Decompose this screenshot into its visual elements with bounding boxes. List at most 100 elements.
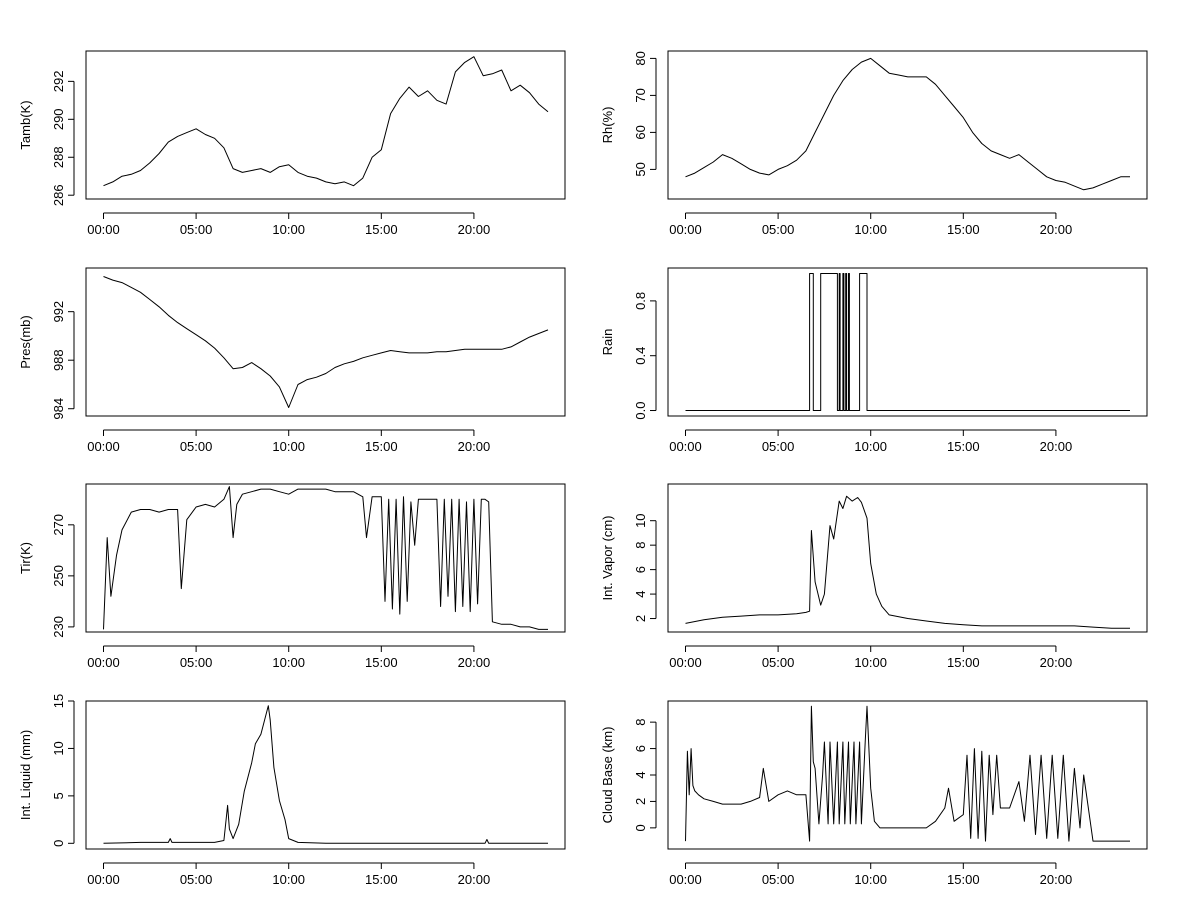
x-tick-label: 00:00 — [87, 872, 120, 887]
x-tick-label: 10:00 — [272, 655, 305, 670]
plot-frame — [667, 50, 1148, 200]
x-tick-label: 00:00 — [669, 872, 702, 887]
y-axis-label: Rh(%) — [600, 107, 615, 144]
plot-frame — [85, 483, 566, 633]
x-tick-label: 15:00 — [947, 655, 980, 670]
plot-frame — [667, 700, 1148, 850]
y-tick-label: 4 — [633, 590, 648, 597]
y-tick-label: 292 — [51, 71, 66, 93]
x-tick-label: 00:00 — [87, 222, 120, 237]
y-tick-label: 80 — [633, 51, 648, 65]
y-tick-label: 290 — [51, 108, 66, 130]
x-tick-label: 05:00 — [762, 439, 795, 454]
y-tick-label: 992 — [51, 301, 66, 323]
y-axis: 2 4 6 8 10 — [633, 513, 657, 622]
y-tick-label: 984 — [51, 398, 66, 420]
y-tick-label: 8 — [633, 719, 648, 726]
x-tick-label: 05:00 — [180, 872, 213, 887]
panel-1: 00:00 05:00 10:00 15:00 20:00 286 288 290 292 Tam… — [18, 50, 566, 237]
x-tick-label: 15:00 — [947, 872, 980, 887]
x-tick-label: 00:00 — [669, 655, 702, 670]
plot-frame — [667, 483, 1148, 633]
x-tick-label: 05:00 — [762, 872, 795, 887]
x-axis: 00:00 05:00 10:00 15:00 20:00 — [87, 212, 490, 237]
y-tick-label: 8 — [633, 542, 648, 549]
series-line — [685, 495, 1130, 629]
x-tick-label: 20:00 — [1040, 439, 1073, 454]
x-tick-label: 10:00 — [272, 872, 305, 887]
y-axis-label: Int. Liquid (mm) — [18, 730, 33, 820]
y-tick-label: 50 — [633, 162, 648, 176]
x-tick-label: 10:00 — [854, 872, 887, 887]
x-tick-label: 05:00 — [180, 222, 213, 237]
y-tick-label: 60 — [633, 125, 648, 139]
plot-frame — [85, 267, 566, 417]
y-axis: 230 250 270 — [51, 514, 75, 638]
y-tick-label: 5 — [51, 792, 66, 799]
x-tick-label: 20:00 — [1040, 222, 1073, 237]
y-tick-label: 988 — [51, 349, 66, 371]
x-tick-label: 15:00 — [365, 872, 398, 887]
y-tick-label: 6 — [633, 566, 648, 573]
panel-3: 00:00 05:00 10:00 15:00 20:00 984 988 992 Pres(m… — [18, 267, 566, 454]
x-tick-label: 15:00 — [947, 439, 980, 454]
x-tick-label: 10:00 — [272, 439, 305, 454]
x-axis: 00:00 05:00 10:00 15:00 20:00 — [669, 429, 1073, 454]
x-tick-label: 00:00 — [87, 439, 120, 454]
x-tick-label: 00:00 — [669, 222, 702, 237]
x-tick-label: 10:00 — [272, 222, 305, 237]
x-tick-label: 05:00 — [762, 222, 795, 237]
x-tick-label: 10:00 — [854, 222, 887, 237]
y-tick-label: 230 — [51, 616, 66, 638]
series-line — [685, 57, 1130, 191]
plot-frame — [85, 700, 566, 850]
y-axis-label: Pres(mb) — [18, 315, 33, 368]
x-tick-label: 20:00 — [458, 655, 491, 670]
x-tick-label: 20:00 — [1040, 872, 1073, 887]
y-axis-label: Cloud Base (km) — [600, 727, 615, 824]
y-tick-label: 250 — [51, 565, 66, 587]
y-tick-label: 15 — [51, 694, 66, 708]
x-tick-label: 15:00 — [947, 222, 980, 237]
x-axis: 00:00 05:00 10:00 15:00 20:00 — [87, 645, 491, 670]
x-tick-label: 20:00 — [1040, 655, 1073, 670]
series-line — [685, 273, 1130, 411]
x-tick-label: 00:00 — [669, 439, 702, 454]
panel-4: 00:00 05:00 10:00 15:00 20:00 0.0 0.4 0.8 Rain — [600, 267, 1148, 454]
y-axis-label: Tamb(K) — [18, 100, 33, 149]
y-tick-label: 286 — [51, 184, 66, 206]
plot-frame — [85, 50, 566, 200]
series-line — [103, 276, 549, 408]
x-tick-label: 15:00 — [365, 222, 398, 237]
x-tick-label: 15:00 — [365, 655, 398, 670]
x-tick-label: 05:00 — [762, 655, 795, 670]
x-tick-label: 20:00 — [458, 439, 491, 454]
x-axis: 00:00 05:00 10:00 15:00 20:00 — [87, 429, 491, 454]
y-tick-label: 0 — [51, 840, 66, 847]
x-tick-label: 00:00 — [87, 655, 120, 670]
x-tick-label: 15:00 — [365, 439, 398, 454]
y-axis-label: Tir(K) — [18, 542, 33, 574]
x-tick-label: 05:00 — [180, 655, 213, 670]
y-axis: 286 288 290 292 — [51, 71, 75, 206]
y-tick-label: 0.4 — [633, 347, 648, 365]
x-tick-label: 10:00 — [854, 655, 887, 670]
series-line — [685, 705, 1130, 842]
y-tick-label: 6 — [633, 745, 648, 752]
y-tick-label: 2 — [633, 798, 648, 805]
series-line — [103, 56, 549, 187]
y-tick-label: 0.0 — [633, 401, 648, 419]
panel-5: 00:00 05:00 10:00 15:00 20:00 230 250 270 Tir(K) — [18, 483, 566, 670]
x-tick-label: 05:00 — [180, 439, 213, 454]
y-tick-label: 0 — [633, 824, 648, 831]
panel-7: 00:00 05:00 10:00 15:00 20:00 0 5 10 15 Int. Liqu… — [18, 694, 566, 887]
panel-6: 00:00 05:00 10:00 15:00 20:00 2 4 6 8 10 Int. Vapo… — [600, 483, 1148, 670]
y-axis: 0 2 4 6 8 — [633, 719, 657, 831]
y-axis: 984 988 992 — [51, 301, 75, 420]
y-tick-label: 10 — [633, 513, 648, 527]
series-line — [103, 705, 548, 844]
x-tick-label: 20:00 — [458, 872, 491, 887]
y-axis-label: Rain — [600, 329, 615, 356]
y-axis: 50 60 70 80 — [633, 51, 657, 177]
